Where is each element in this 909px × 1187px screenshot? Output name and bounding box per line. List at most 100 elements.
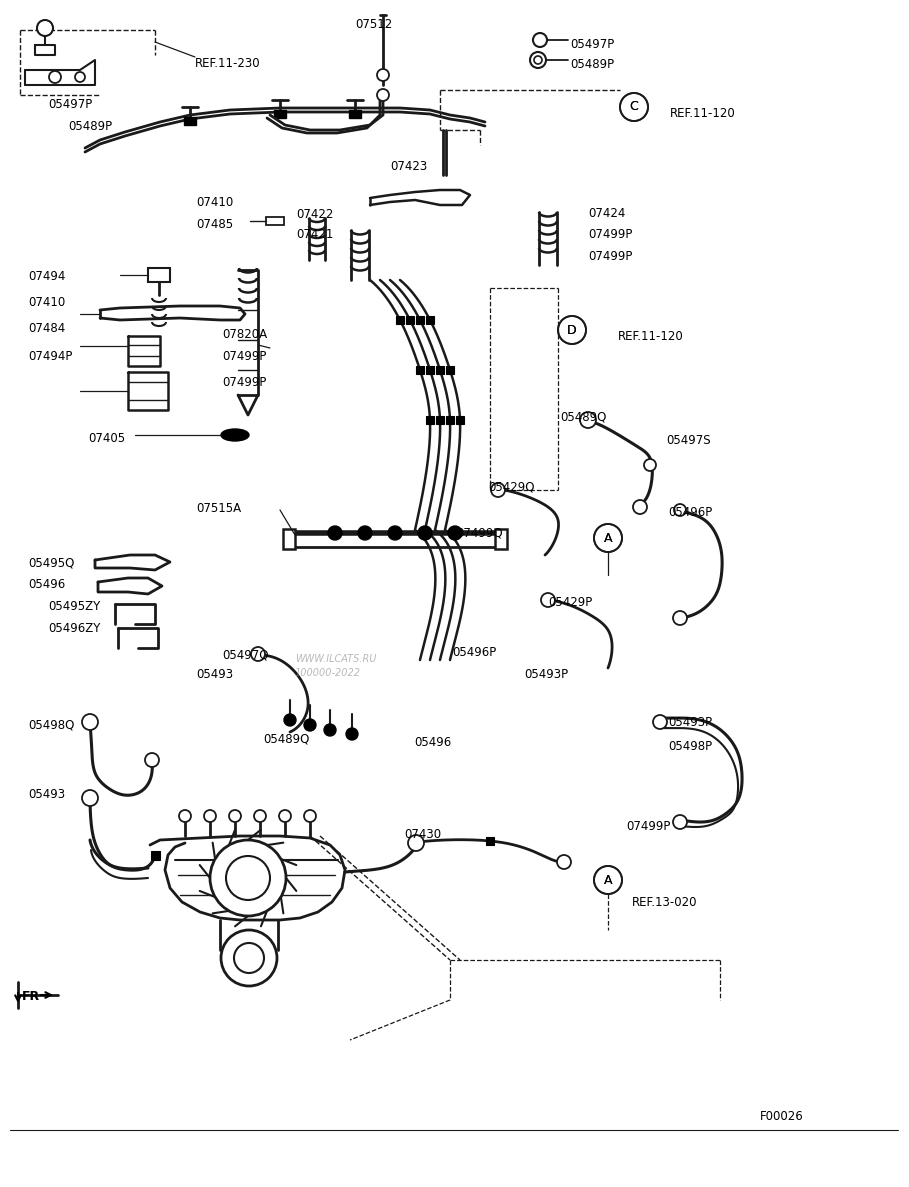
Circle shape: [557, 855, 571, 869]
Text: C: C: [630, 101, 638, 114]
Text: 07499P: 07499P: [588, 228, 633, 241]
Circle shape: [75, 72, 85, 82]
Bar: [436, 415, 444, 424]
Circle shape: [251, 647, 265, 661]
Bar: [426, 366, 434, 374]
Text: 05496ZY: 05496ZY: [48, 622, 100, 635]
Circle shape: [533, 33, 547, 47]
Text: 05429Q: 05429Q: [488, 480, 534, 493]
Text: 07410: 07410: [196, 196, 234, 209]
Text: 05493P: 05493P: [668, 716, 712, 729]
Text: 05496: 05496: [28, 578, 65, 591]
Text: 07494: 07494: [28, 269, 65, 283]
Circle shape: [254, 810, 266, 823]
Circle shape: [674, 504, 686, 516]
Text: 05489P: 05489P: [68, 120, 112, 133]
Text: 07499P: 07499P: [626, 820, 670, 833]
Text: D: D: [567, 324, 577, 336]
Text: 07820A: 07820A: [222, 328, 267, 341]
Text: C: C: [630, 101, 638, 114]
Text: 05495Q: 05495Q: [28, 556, 75, 569]
Bar: [283, 529, 295, 550]
Text: 05497Q: 05497Q: [222, 648, 268, 661]
Text: 07421: 07421: [296, 228, 334, 241]
Text: 05429P: 05429P: [548, 596, 593, 609]
Bar: [406, 316, 414, 324]
Circle shape: [580, 412, 596, 429]
Circle shape: [534, 56, 542, 64]
Text: 07430: 07430: [404, 829, 441, 842]
Circle shape: [541, 594, 555, 607]
Text: 100000-2022: 100000-2022: [295, 668, 361, 678]
Text: 05496P: 05496P: [668, 506, 713, 519]
Bar: [426, 415, 434, 424]
Circle shape: [210, 840, 286, 916]
Text: 05497P: 05497P: [570, 38, 614, 51]
Text: 05497S: 05497S: [666, 434, 711, 447]
Text: 07423: 07423: [390, 160, 427, 173]
Circle shape: [37, 20, 53, 36]
Text: 07485: 07485: [196, 218, 233, 231]
Text: REF.11-120: REF.11-120: [618, 330, 684, 343]
Bar: [456, 415, 464, 424]
Text: REF.13-020: REF.13-020: [632, 896, 697, 909]
Circle shape: [145, 753, 159, 767]
Circle shape: [377, 69, 389, 81]
Bar: [274, 110, 286, 118]
Bar: [495, 529, 507, 550]
Text: 07499P: 07499P: [222, 350, 266, 363]
Text: 05498Q: 05498Q: [28, 718, 75, 731]
Circle shape: [279, 810, 291, 823]
Bar: [184, 118, 196, 125]
Circle shape: [284, 715, 296, 726]
Bar: [426, 316, 434, 324]
Text: 05495ZY: 05495ZY: [48, 599, 100, 612]
Text: 05493P: 05493P: [524, 668, 568, 681]
Text: 07422: 07422: [296, 208, 334, 221]
Circle shape: [377, 89, 389, 101]
Text: REF.11-120: REF.11-120: [670, 107, 735, 120]
Circle shape: [673, 815, 687, 829]
Text: REF.11-230: REF.11-230: [195, 57, 261, 70]
Circle shape: [324, 724, 336, 736]
Circle shape: [82, 715, 98, 730]
Circle shape: [226, 856, 270, 900]
Text: 07512: 07512: [355, 18, 393, 31]
Bar: [266, 217, 284, 226]
Text: 07410: 07410: [28, 296, 65, 309]
Circle shape: [418, 526, 432, 540]
Bar: [446, 366, 454, 374]
Ellipse shape: [221, 429, 249, 442]
Text: 05493: 05493: [28, 788, 65, 801]
Bar: [349, 110, 361, 118]
Circle shape: [229, 810, 241, 823]
Text: 07499Q: 07499Q: [456, 527, 503, 540]
Circle shape: [82, 791, 98, 806]
Bar: [148, 268, 170, 283]
Text: 05498P: 05498P: [668, 740, 712, 753]
Text: 05493: 05493: [196, 668, 233, 681]
Bar: [416, 366, 424, 374]
Circle shape: [328, 526, 342, 540]
Text: 07494P: 07494P: [28, 350, 73, 363]
Text: 07424: 07424: [588, 207, 625, 220]
Text: A: A: [604, 532, 613, 545]
Circle shape: [358, 526, 372, 540]
Text: 05489P: 05489P: [570, 58, 614, 71]
Text: D: D: [567, 324, 577, 336]
Circle shape: [304, 719, 316, 731]
Bar: [446, 415, 454, 424]
Circle shape: [653, 715, 667, 729]
Circle shape: [530, 52, 546, 68]
Circle shape: [673, 611, 687, 626]
Bar: [396, 316, 404, 324]
Circle shape: [49, 71, 61, 83]
Text: 05496P: 05496P: [452, 646, 496, 659]
Bar: [436, 366, 444, 374]
Text: 07499P: 07499P: [222, 376, 266, 389]
Circle shape: [346, 728, 358, 740]
Text: WWW.ILCATS.RU: WWW.ILCATS.RU: [295, 654, 376, 664]
Text: 07405: 07405: [88, 432, 125, 445]
Text: 07499P: 07499P: [588, 250, 633, 264]
Bar: [416, 316, 424, 324]
